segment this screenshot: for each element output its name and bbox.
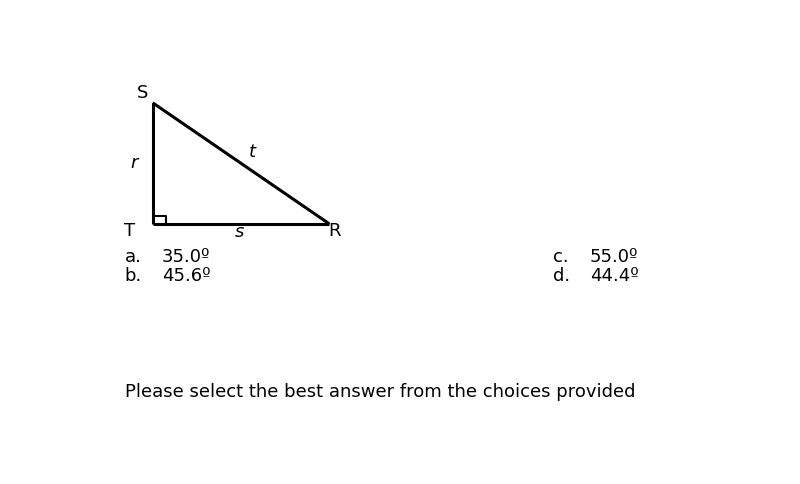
Text: 45.6º: 45.6º (162, 267, 210, 285)
Text: t: t (248, 143, 255, 161)
Text: 55.0º: 55.0º (590, 248, 638, 267)
Text: d.: d. (553, 267, 570, 285)
Text: S: S (137, 85, 148, 103)
Text: 44.4º: 44.4º (590, 267, 638, 285)
Text: a.: a. (125, 248, 142, 267)
Text: Please select the best answer from the choices provided: Please select the best answer from the c… (125, 383, 635, 401)
Text: R: R (328, 222, 341, 241)
Text: 35.0º: 35.0º (162, 248, 210, 267)
Text: b.: b. (125, 267, 142, 285)
Text: c.: c. (553, 248, 568, 267)
Text: r: r (130, 154, 138, 172)
Text: T: T (124, 222, 135, 241)
Text: s: s (235, 224, 244, 242)
